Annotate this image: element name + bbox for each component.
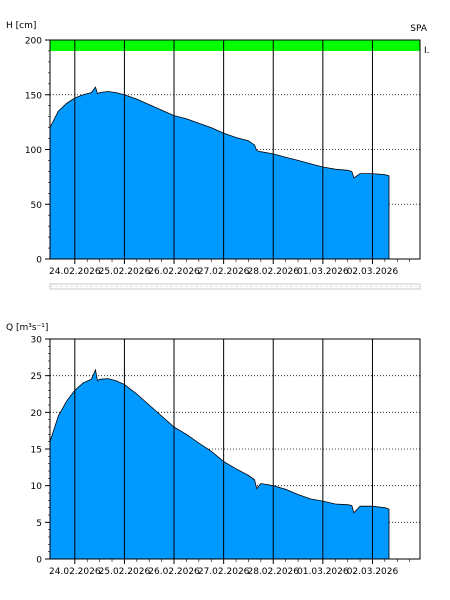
- h-x-tick-label: 02.03.2026: [347, 267, 399, 277]
- q-y-tick-label: 25: [31, 372, 42, 382]
- h-x-tick-label: 28.02.2026: [247, 267, 299, 277]
- q-x-tick-label: 02.03.2026: [347, 567, 399, 577]
- h-y-tick-label: 150: [25, 91, 42, 101]
- level-chart: H [cm] SPA I. 0 50 100 150 200 24.02.202625.…: [6, 21, 430, 290]
- h-x-tick-label: 24.02.2026: [49, 267, 101, 277]
- h-y-tick-label: 0: [36, 256, 42, 266]
- level-area-series: [49, 86, 390, 260]
- level-x-ticks: 24.02.202625.02.202626.02.202627.02.2026…: [49, 259, 410, 277]
- h-x-tick-label: 25.02.2026: [99, 267, 151, 277]
- q-x-tick-label: 25.02.2026: [99, 567, 151, 577]
- q-y-tick-label: 10: [31, 482, 43, 492]
- discharge-y-ticks: 0 5 10 15 20 25 30: [31, 336, 50, 566]
- discharge-chart: Q [m³s⁻¹] 0 5 10 15 20 25 30 24.02.202625.02.2…: [6, 323, 421, 577]
- station-code-label: SPA: [410, 24, 428, 34]
- discharge-vertical-grid: [74, 339, 373, 559]
- q-x-tick-label: 28.02.2026: [247, 567, 299, 577]
- h-y-tick-label: 50: [31, 201, 43, 211]
- q-x-tick-label: 24.02.2026: [49, 567, 101, 577]
- q-y-tick-label: 5: [36, 519, 42, 529]
- level-vertical-grid: [74, 40, 373, 259]
- level-y-ticks: 0 50 100 150 200: [25, 37, 50, 266]
- h-y-tick-label: 200: [25, 37, 42, 47]
- discharge-area-series: [49, 368, 390, 560]
- q-x-tick-label: 01.03.2026: [297, 567, 349, 577]
- level-y-axis-label: H [cm]: [6, 21, 36, 31]
- h-x-tick-label: 27.02.2026: [198, 267, 250, 277]
- discharge-y-axis-label: Q [m³s⁻¹]: [6, 323, 48, 333]
- q-y-tick-label: 0: [36, 556, 42, 566]
- band-level-label: I.: [424, 46, 430, 56]
- h-x-tick-label: 01.03.2026: [297, 267, 349, 277]
- q-y-tick-label: 15: [31, 446, 42, 456]
- q-y-tick-label: 20: [31, 409, 43, 419]
- time-scrollbar[interactable]: [49, 283, 421, 290]
- h-x-tick-label: 26.02.2026: [148, 267, 200, 277]
- q-x-tick-label: 27.02.2026: [198, 567, 250, 577]
- discharge-x-ticks: 24.02.202625.02.202626.02.202627.02.2026…: [49, 559, 410, 577]
- level-alert-band: [50, 40, 420, 51]
- q-y-tick-label: 30: [31, 336, 43, 346]
- q-x-tick-label: 26.02.2026: [148, 567, 200, 577]
- h-y-tick-label: 100: [25, 146, 42, 156]
